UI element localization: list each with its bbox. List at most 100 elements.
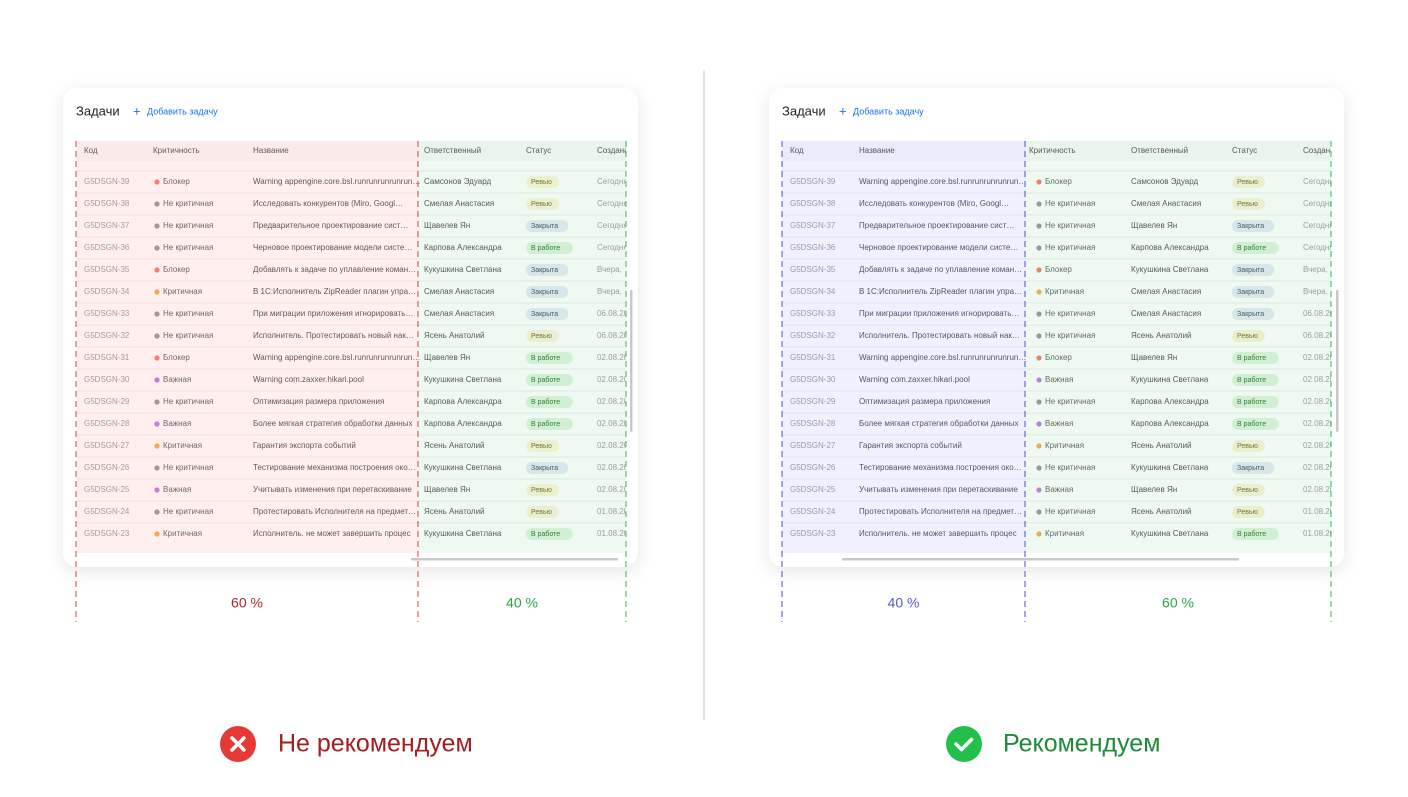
cell: G5DSGN-32 [84, 331, 130, 340]
status-badge [1232, 528, 1279, 540]
cell: 02.08.20 [597, 353, 629, 362]
priority: Не критичная [163, 463, 213, 472]
priority: Не критичная [1045, 507, 1095, 516]
status-badge [526, 484, 559, 496]
cell: 02.08.20 [1303, 419, 1335, 428]
add-icon[interactable]: + [839, 103, 847, 118]
priority: Важная [163, 485, 191, 494]
cell: G5DSGN-23 [84, 529, 130, 538]
cell: Warning appengine.core.bsl.runrunrunrunr… [253, 177, 420, 186]
cell: Учитывать изменения при перетаскивание [859, 485, 1018, 494]
cell: В 1С:Исполнитель ZipReader плагин упра… [253, 287, 416, 296]
cell: G5DSGN-37 [84, 221, 130, 230]
cell: Кукушкина Светлана [1131, 463, 1209, 472]
table: Код Критичность Название Ответственный Стату… [76, 141, 629, 540]
cell: Сегодня [1303, 177, 1334, 186]
status: Закрыта [531, 289, 558, 296]
cell: Ясень Анатолий [1131, 441, 1192, 450]
cell: Исполнитель. Протестировать новый нак… [253, 331, 414, 340]
status-badge [1232, 198, 1265, 210]
priority-dot [1036, 267, 1042, 273]
cell: Кукушкина Светлана [424, 265, 502, 274]
add-icon[interactable]: + [133, 103, 141, 118]
priority-dot [154, 245, 160, 251]
cell: Смелая Анастасия [1131, 199, 1201, 208]
cell: Вчера, [597, 265, 622, 274]
v-scrollbar [1336, 290, 1339, 432]
cell: Карпова Александра [424, 397, 502, 406]
column-header: Код [790, 146, 804, 155]
status-badge [526, 374, 573, 386]
cell: 02.08.20 [1303, 375, 1335, 384]
cell: Гарантия экспорта событий [859, 441, 962, 450]
cell: Исполнитель. не может завершить процес [859, 529, 1017, 538]
cell: G5DSGN-26 [84, 463, 130, 472]
cell: Щавелев Ян [1131, 485, 1177, 494]
cell: Кукушкина Светлана [1131, 265, 1209, 274]
status-badge [1232, 242, 1279, 254]
add-task-button[interactable]: Добавить задачу [853, 106, 924, 116]
priority: Важная [1045, 485, 1073, 494]
cell: Кукушкина Светлана [424, 375, 502, 384]
cell: Щавелев Ян [424, 353, 470, 362]
status-badge [1232, 462, 1275, 474]
priority: Важная [163, 375, 191, 384]
priority-dot [1036, 421, 1042, 427]
cell: 02.08.20 [597, 463, 629, 472]
status: В работе [1237, 530, 1266, 538]
cell: Сегодня [597, 221, 628, 230]
priority-dot [154, 399, 160, 405]
cell: 02.08.20 [1303, 463, 1335, 472]
status: Закрыта [531, 223, 558, 230]
cell: Карпова Александра [1131, 397, 1209, 406]
priority-dot [154, 509, 160, 515]
share-label: 60 % [231, 595, 263, 611]
status-badge [526, 396, 573, 408]
column-header: Создана [1303, 146, 1335, 155]
header-bg [76, 141, 626, 161]
cell: Тестирование механизма построения око… [253, 463, 416, 472]
column-header: Название [859, 146, 895, 155]
status-badge [1232, 176, 1265, 188]
cell: Warning com.zaxxer.hikari.pool [253, 375, 364, 384]
cell: Черновое проектирование модели систе… [859, 243, 1018, 252]
cell: G5DSGN-24 [84, 507, 130, 516]
cell: 02.08.20 [597, 375, 629, 384]
cell: G5DSGN-25 [790, 485, 836, 494]
status: В работе [1237, 376, 1266, 384]
status-badge [1232, 330, 1265, 342]
priority-dot [154, 333, 160, 339]
cell: G5DSGN-34 [84, 287, 130, 296]
status: В работе [1237, 398, 1266, 406]
cell: Гарантия экспорта событий [253, 441, 356, 450]
cross-mark [230, 736, 246, 752]
status: Ревью [1237, 487, 1258, 494]
status: Закрыта [531, 311, 558, 318]
priority: Критичная [163, 287, 202, 296]
priority: Не критичная [1045, 397, 1095, 406]
status-badge [526, 264, 569, 276]
cell: Warning appengine.core.bsl.runrunrunrunr… [859, 353, 1026, 362]
status-badge [1232, 484, 1265, 496]
status-badge [1232, 418, 1279, 430]
priority: Не критичная [163, 221, 213, 230]
add-task-button[interactable]: Добавить задачу [147, 106, 218, 116]
priority-dot [154, 487, 160, 493]
priority: Важная [163, 419, 191, 428]
priority-dot [1036, 465, 1042, 471]
cell: 01.08.20 [1303, 507, 1335, 516]
status: Закрыта [1237, 267, 1264, 274]
cell: Протестировать Исполнителя на предмет… [253, 507, 416, 516]
cell: Учитывать изменения при перетаскивание [253, 485, 412, 494]
cell: 06.08.20 [597, 309, 629, 318]
cell: 06.08.20 [1303, 309, 1335, 318]
status: В работе [531, 354, 560, 362]
column-header: Ответственный [424, 146, 481, 155]
cell: Предварительное проектирование сист… [859, 221, 1014, 230]
priority: Не критичная [1045, 331, 1095, 340]
cell: Сегодня [1303, 199, 1334, 208]
cell: G5DSGN-31 [84, 353, 130, 362]
share-label: 60 % [1162, 595, 1194, 611]
status-badge [526, 462, 569, 474]
cell: G5DSGN-27 [790, 441, 836, 450]
